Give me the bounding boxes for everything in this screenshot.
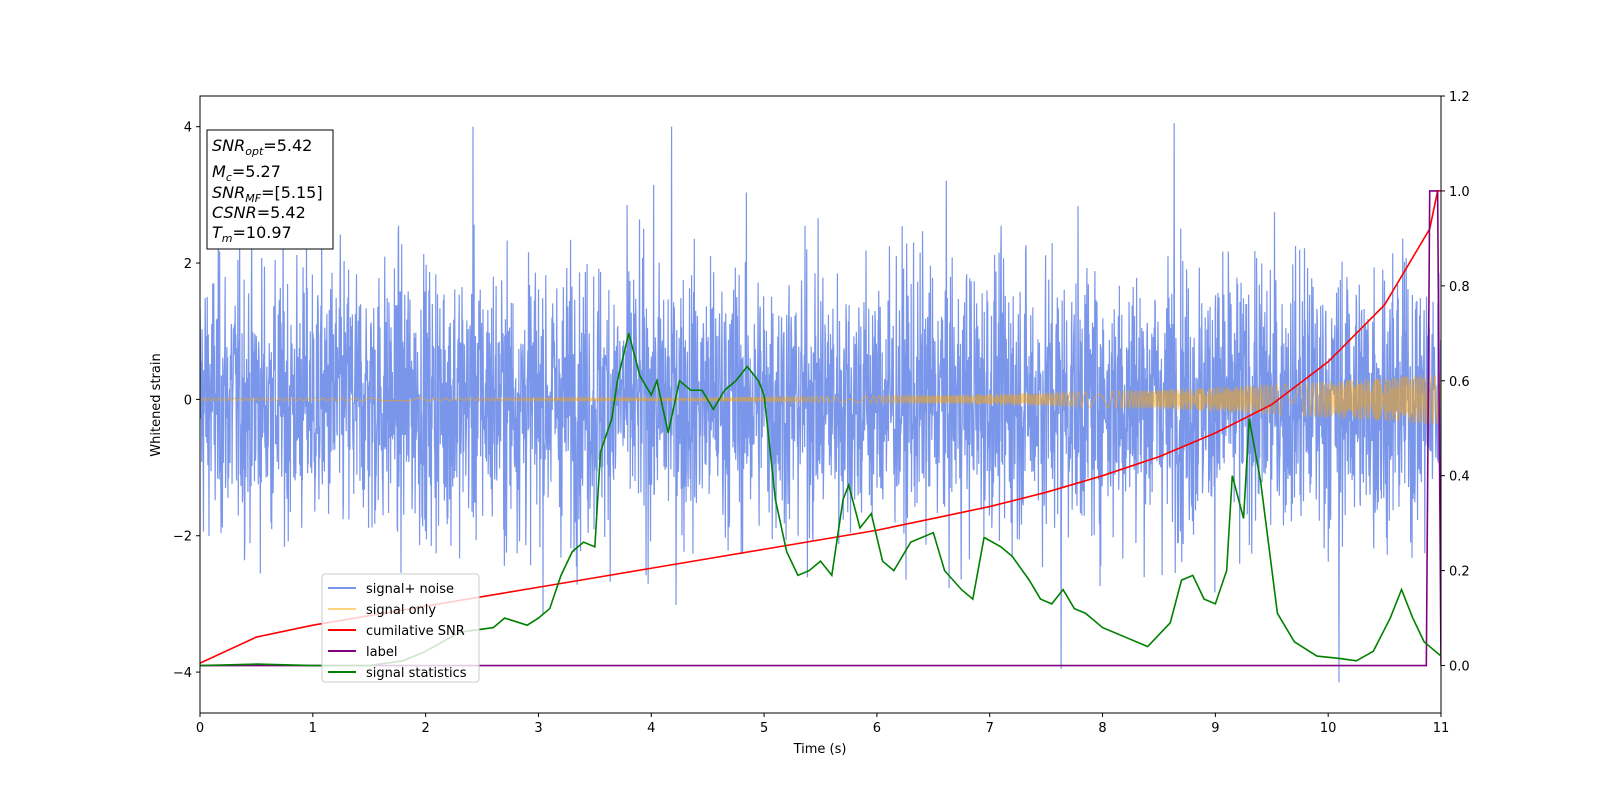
y2-tick-label: 0.4 bbox=[1449, 470, 1470, 485]
annotation-mc: Mc=5.27 bbox=[212, 162, 281, 184]
annotation-snr-opt: SNRopt=5.42 bbox=[212, 136, 312, 158]
snr-opt-base: SNR bbox=[212, 136, 245, 155]
y-tick-label: 2 bbox=[184, 257, 192, 272]
legend-frame bbox=[321, 573, 480, 683]
x-tick-label: 3 bbox=[534, 721, 542, 736]
annotation-frame bbox=[206, 129, 334, 250]
x-tick-label: 11 bbox=[1433, 721, 1450, 736]
annotation-csnr: CSNR=5.42 bbox=[212, 203, 306, 222]
x-tick-label: 8 bbox=[1098, 721, 1106, 736]
annotation-tm: Tm=10.97 bbox=[212, 223, 292, 245]
annotation-snr-mf: SNRMF=[5.15] bbox=[212, 183, 323, 205]
x-tick-label: 10 bbox=[1320, 721, 1337, 736]
x-axis-ticks: 0 1 2 3 4 5 6 7 8 9 10 11 bbox=[196, 713, 1449, 736]
snr-mf-base: SNR bbox=[212, 183, 245, 202]
y-tick-label: 0 bbox=[184, 393, 192, 408]
x-tick-label: 4 bbox=[647, 721, 655, 736]
x-tick-label: 2 bbox=[421, 721, 429, 736]
y2-tick-label: 0.6 bbox=[1449, 375, 1470, 390]
tm-base: T bbox=[212, 223, 223, 242]
legend-label: signal only bbox=[366, 603, 436, 618]
csnr-base: CSNR bbox=[212, 203, 257, 222]
snr-mf-sub: MF bbox=[245, 192, 261, 205]
mc-value: =5.27 bbox=[232, 162, 281, 181]
y-tick-label: −4 bbox=[173, 666, 192, 681]
legend-label: cumilative SNR bbox=[366, 624, 465, 639]
tm-sub: m bbox=[222, 232, 233, 245]
x-tick-label: 6 bbox=[873, 721, 881, 736]
y-axis-label: Whitened strain bbox=[149, 353, 164, 456]
x-tick-label: 7 bbox=[986, 721, 994, 736]
y2-tick-label: 1.0 bbox=[1449, 185, 1470, 200]
snr-opt-value: =5.42 bbox=[263, 136, 312, 155]
snr-opt-sub: opt bbox=[245, 145, 264, 158]
csnr-value: =5.42 bbox=[257, 203, 306, 222]
y-tick-label: −2 bbox=[173, 530, 192, 545]
y2-tick-label: 0.8 bbox=[1449, 280, 1470, 295]
tm-value: =10.97 bbox=[233, 223, 292, 242]
legend-label: signal statistics bbox=[366, 666, 467, 681]
legend-label: label bbox=[366, 645, 397, 660]
legend-label: signal+ noise bbox=[366, 582, 454, 597]
x-tick-label: 1 bbox=[309, 721, 317, 736]
legend: signal+ noise signal only cumilative SNR la… bbox=[321, 573, 480, 683]
x-tick-label: 0 bbox=[196, 721, 204, 736]
y2-tick-label: 0.2 bbox=[1449, 565, 1470, 580]
mc-sub: c bbox=[226, 171, 232, 184]
series-label-line bbox=[200, 190, 1441, 667]
x-axis-label: Time (s) bbox=[793, 742, 847, 757]
series-signal-noise-line bbox=[200, 123, 1441, 683]
plot-frame bbox=[199, 95, 1442, 714]
series-signal-statistics-line bbox=[200, 333, 1441, 667]
y2-tick-label: 0.0 bbox=[1449, 660, 1470, 675]
y2-tick-label: 1.2 bbox=[1449, 90, 1470, 105]
x-tick-label: 5 bbox=[760, 721, 768, 736]
y-axis-ticks: −4 −2 0 2 4 bbox=[173, 121, 200, 681]
y-tick-label: 4 bbox=[184, 121, 192, 136]
snr-mf-value: =[5.15] bbox=[261, 183, 323, 202]
x-tick-label: 9 bbox=[1211, 721, 1219, 736]
series-signal-only-line bbox=[200, 374, 1441, 425]
y2-axis-ticks: 0.0 0.2 0.4 0.6 0.8 1.0 1.2 bbox=[1441, 90, 1470, 675]
annotation-box: SNRopt=5.42 Mc=5.27 SNRMF=[5.15] CSNR=5.… bbox=[206, 129, 334, 250]
mc-base: M bbox=[212, 162, 226, 181]
